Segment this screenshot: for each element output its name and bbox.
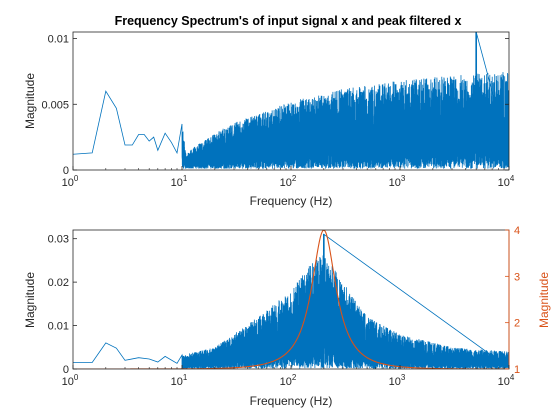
x-tick-exponent: 1 [183, 174, 188, 183]
y-tick-label: 0.01 [48, 321, 69, 333]
x-tick-base: 10 [280, 376, 292, 388]
x-tick-base: 10 [62, 376, 74, 388]
x-tick-base: 10 [62, 177, 74, 189]
y-tick-label: 0.01 [48, 34, 69, 46]
x-tick-base: 10 [498, 177, 510, 189]
y-tick-label: 0.02 [48, 277, 69, 289]
right-y-tick-label: 3 [514, 271, 520, 283]
y-tick-label: 0.03 [48, 234, 69, 246]
right-y-tick-label: 4 [514, 225, 520, 237]
y-tick-label: 0 [63, 364, 69, 376]
x-tick-exponent: 1 [183, 373, 188, 382]
x-tick-base: 10 [171, 376, 183, 388]
top-chart-title: Frequency Spectrum's of input signal x a… [115, 14, 462, 28]
bottom-y-axis-label: Magnitude [23, 272, 37, 328]
x-tick-base: 10 [389, 376, 401, 388]
top-y-axis-label: Magnitude [23, 73, 37, 129]
x-tick-base: 10 [498, 376, 510, 388]
y-tick-label: 0 [63, 165, 69, 177]
right-y-tick-label: 2 [514, 318, 520, 330]
x-tick-exponent: 2 [292, 174, 297, 183]
x-tick-exponent: 3 [401, 373, 406, 382]
x-tick-base: 10 [389, 177, 401, 189]
x-tick-base: 10 [280, 177, 292, 189]
y-tick-label: 0.005 [41, 99, 69, 111]
top-x-axis-label: Frequency (Hz) [250, 194, 333, 208]
x-tick-exponent: 0 [74, 373, 79, 382]
x-tick-exponent: 4 [510, 174, 515, 183]
right-y-tick-label: 1 [514, 364, 520, 376]
bottom-right-y-axis-label: Magnitude [537, 272, 551, 328]
x-tick-exponent: 0 [74, 174, 79, 183]
bottom-x-axis-label: Frequency (Hz) [250, 394, 333, 408]
x-tick-exponent: 3 [401, 174, 406, 183]
x-tick-base: 10 [171, 177, 183, 189]
x-tick-exponent: 2 [292, 373, 297, 382]
